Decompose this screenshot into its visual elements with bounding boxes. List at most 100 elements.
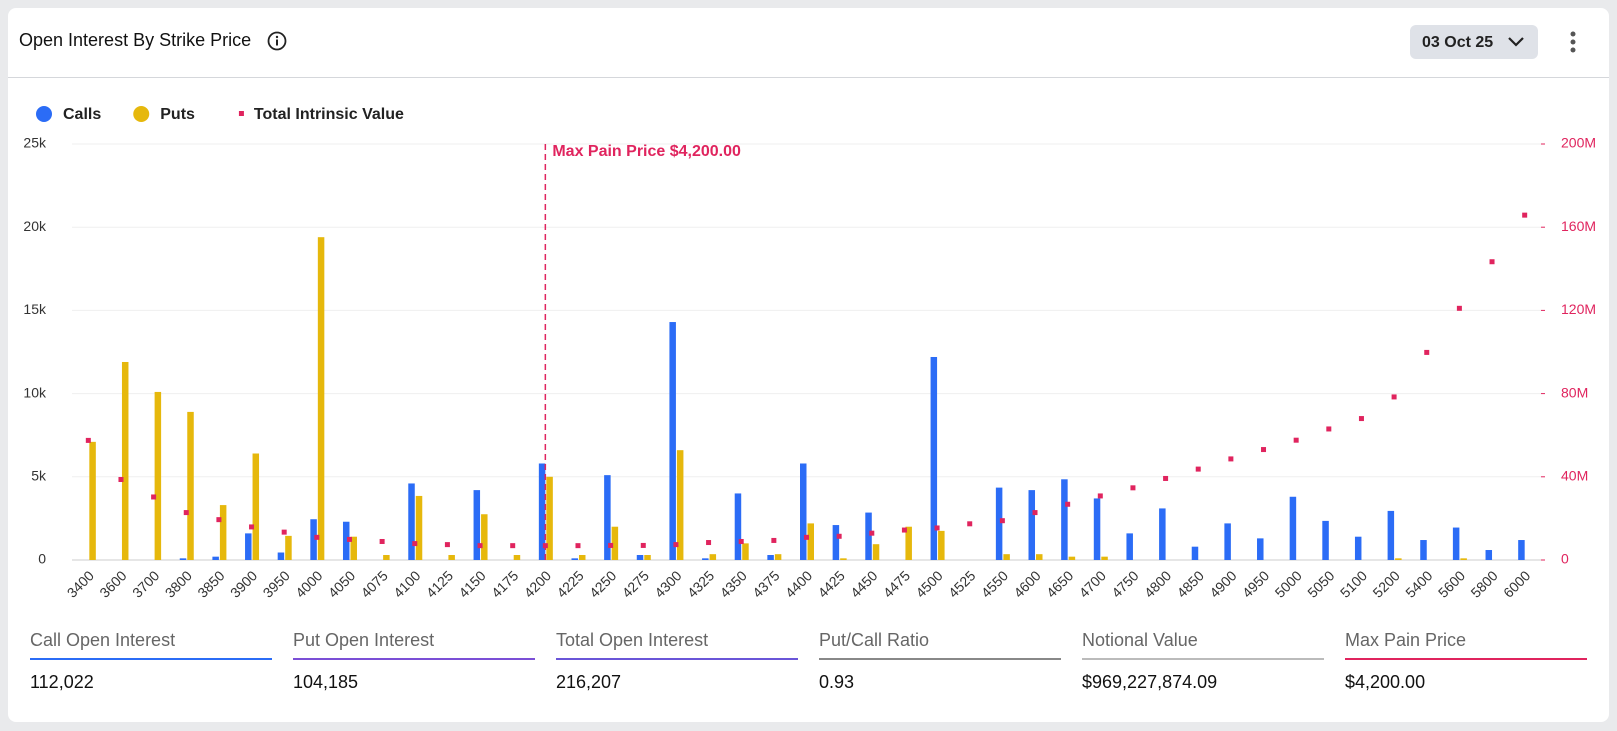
point (1522, 212, 1528, 218)
stat-label: Notional Value (1082, 630, 1198, 650)
bar (742, 543, 749, 560)
bar (1224, 523, 1231, 560)
bar (1028, 490, 1036, 560)
bar (1036, 554, 1043, 560)
bar (832, 525, 840, 560)
point (738, 538, 744, 544)
stat-rule (293, 658, 535, 660)
bar (709, 554, 717, 560)
bar (800, 463, 807, 560)
stat-rule (819, 658, 1061, 660)
stat: Call Open Interest 112,022 (30, 630, 272, 693)
point (216, 517, 222, 523)
bar (1460, 558, 1467, 560)
bar (383, 555, 390, 560)
date-label: 03 Oct 25 (1422, 34, 1494, 51)
x-tick-label: 4475 (880, 567, 913, 600)
y2-tick-label: 0 (1561, 551, 1569, 567)
point (836, 533, 842, 539)
bar (905, 526, 912, 560)
bar (702, 558, 709, 560)
bar (1191, 546, 1199, 560)
bar (187, 411, 194, 560)
bar (317, 237, 325, 560)
point (967, 521, 973, 527)
point (1163, 475, 1169, 481)
bar (1322, 520, 1329, 560)
x-tick-label: 4500 (912, 567, 945, 600)
point (1293, 437, 1299, 443)
max-pain-label: Max Pain Price $4,200.00 (552, 143, 741, 160)
x-tick-label: 4400 (782, 567, 815, 600)
point (444, 542, 450, 548)
y2-tick-label: 200M (1561, 135, 1596, 151)
bar (219, 505, 227, 560)
point (901, 527, 907, 533)
bar (938, 530, 945, 560)
bar (1518, 540, 1525, 560)
point (379, 538, 385, 544)
x-tick-label: 3850 (194, 567, 227, 600)
stat-label: Put/Call Ratio (819, 630, 930, 650)
bar (154, 391, 162, 560)
x-tick-label: 5600 (1435, 567, 1468, 600)
stat-value: 112,022 (30, 672, 94, 692)
point (1456, 305, 1462, 311)
stat-value: 104,185 (293, 672, 359, 692)
x-tick-label: 4650 (1043, 567, 1076, 600)
x-tick-label: 4450 (847, 567, 880, 600)
bar (342, 521, 350, 560)
stat: Put/Call Ratio 0.93 (819, 630, 1061, 693)
point (1489, 259, 1495, 265)
stat: Notional Value $969,227,874.09 (1082, 630, 1324, 693)
point (869, 530, 875, 536)
x-tick-label: 4200 (521, 567, 554, 600)
x-tick-label: 5400 (1402, 567, 1435, 600)
info-icon[interactable] (267, 31, 287, 51)
y-tick-label: 15k (23, 301, 47, 317)
point (1358, 416, 1364, 422)
bar (1420, 540, 1427, 560)
x-tick-label: 4250 (586, 567, 619, 600)
x-tick-label: 3800 (162, 567, 195, 600)
bar (644, 555, 651, 560)
x-tick-label: 4700 (1076, 567, 1109, 600)
x-tick-label: 4850 (1174, 567, 1207, 600)
bar (1159, 508, 1166, 560)
x-tick-label: 3900 (227, 567, 260, 600)
menu-button[interactable] (1569, 30, 1577, 56)
y-tick-label: 20k (23, 218, 47, 234)
stat-rule (556, 658, 798, 660)
stat-value: $969,227,874.09 (1082, 672, 1218, 692)
header: Open Interest By Strike Price 03 Oct 25 (8, 8, 1609, 78)
y2-tick-label: 40M (1561, 468, 1588, 484)
bar (669, 322, 676, 560)
bar (546, 476, 553, 560)
stat-label: Put Open Interest (293, 630, 435, 650)
x-tick-label: 4175 (488, 567, 521, 600)
date-selector[interactable]: 03 Oct 25 (1410, 25, 1538, 59)
bar (285, 535, 292, 560)
x-tick-label: 3950 (260, 567, 293, 600)
point (608, 542, 614, 548)
bar (1061, 479, 1068, 560)
stat-rule (30, 658, 272, 660)
bar (245, 533, 252, 560)
point (804, 534, 809, 540)
bar (571, 558, 578, 560)
bar (840, 558, 847, 560)
bar (636, 555, 644, 560)
bar (1289, 496, 1297, 560)
legend-item: Puts (133, 106, 195, 123)
y-tick-label: 25k (23, 135, 47, 151)
point (1130, 485, 1136, 491)
stat: Total Open Interest 216,207 (556, 630, 798, 693)
point (510, 543, 516, 549)
y-tick-label: 0 (38, 551, 46, 567)
bar (310, 519, 317, 560)
legend-label: Calls (63, 106, 101, 123)
point (1391, 394, 1397, 400)
bar (408, 483, 415, 560)
x-tick-label: 4275 (619, 567, 652, 600)
